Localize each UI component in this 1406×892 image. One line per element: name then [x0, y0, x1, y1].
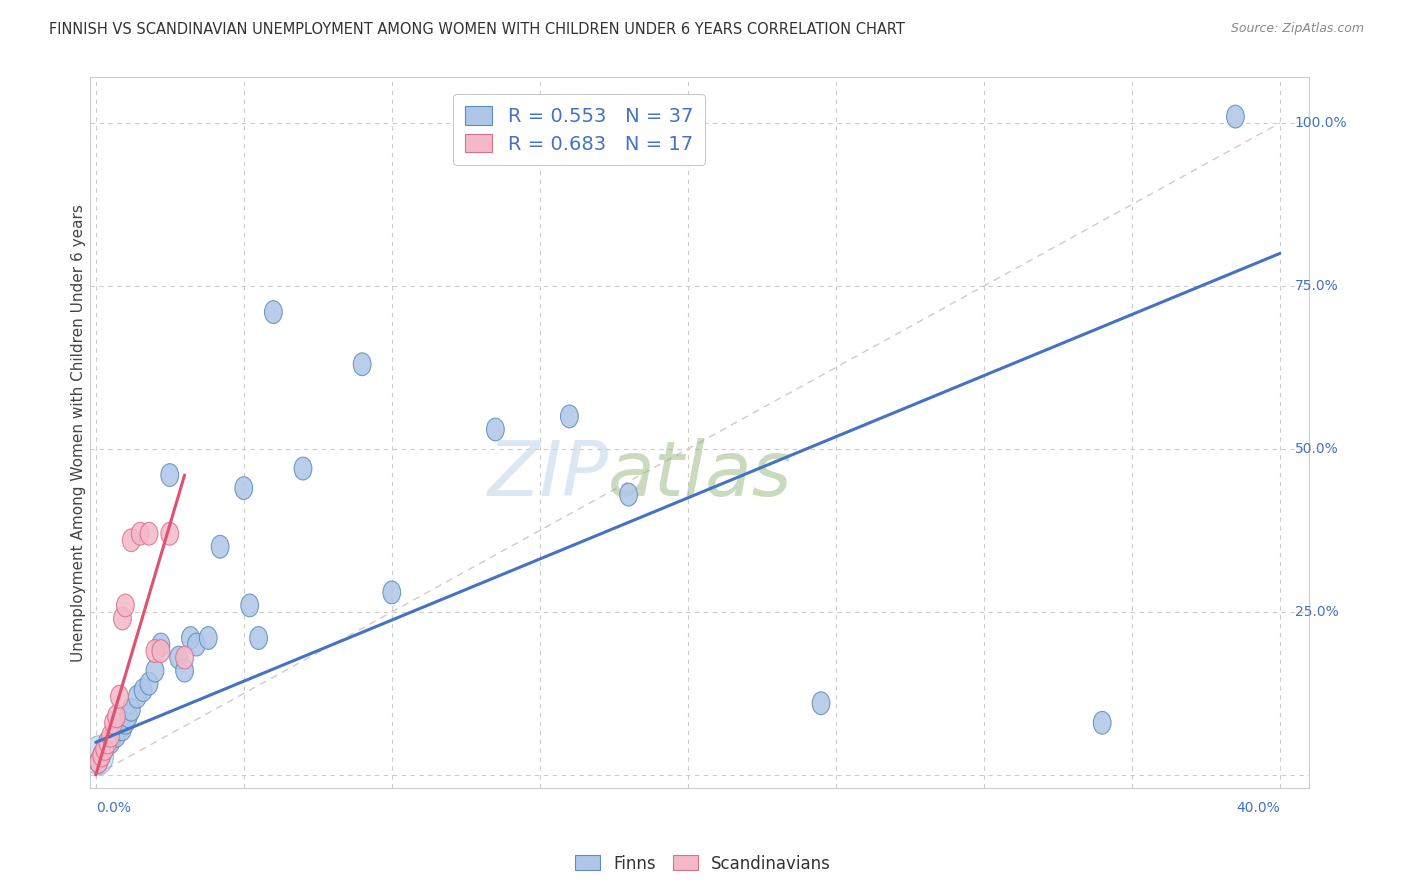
- Text: 50.0%: 50.0%: [1295, 442, 1339, 456]
- Ellipse shape: [152, 640, 170, 663]
- Ellipse shape: [114, 718, 131, 740]
- Ellipse shape: [90, 750, 108, 773]
- Ellipse shape: [104, 711, 122, 734]
- Ellipse shape: [131, 523, 149, 545]
- Ellipse shape: [117, 711, 134, 734]
- Ellipse shape: [141, 673, 157, 695]
- Ellipse shape: [93, 744, 111, 767]
- Ellipse shape: [90, 750, 108, 773]
- Ellipse shape: [146, 659, 165, 682]
- Ellipse shape: [108, 724, 125, 747]
- Ellipse shape: [181, 626, 200, 649]
- Ellipse shape: [111, 685, 128, 708]
- Ellipse shape: [264, 301, 283, 324]
- Ellipse shape: [294, 457, 312, 480]
- Ellipse shape: [93, 744, 111, 767]
- Ellipse shape: [98, 731, 117, 754]
- Ellipse shape: [122, 529, 141, 551]
- Ellipse shape: [152, 633, 170, 656]
- Ellipse shape: [101, 724, 120, 747]
- Ellipse shape: [96, 738, 114, 760]
- Text: 40.0%: 40.0%: [1236, 801, 1279, 815]
- Ellipse shape: [98, 731, 117, 754]
- Y-axis label: Unemployment Among Women with Children Under 6 years: Unemployment Among Women with Children U…: [72, 203, 86, 662]
- Ellipse shape: [250, 626, 267, 649]
- Ellipse shape: [235, 476, 253, 500]
- Text: FINNISH VS SCANDINAVIAN UNEMPLOYMENT AMONG WOMEN WITH CHILDREN UNDER 6 YEARS COR: FINNISH VS SCANDINAVIAN UNEMPLOYMENT AMO…: [49, 22, 905, 37]
- Ellipse shape: [141, 523, 157, 545]
- Ellipse shape: [108, 705, 125, 728]
- Ellipse shape: [114, 607, 131, 630]
- Ellipse shape: [160, 464, 179, 486]
- Ellipse shape: [200, 626, 217, 649]
- Ellipse shape: [170, 646, 187, 669]
- Ellipse shape: [120, 705, 138, 728]
- Ellipse shape: [240, 594, 259, 617]
- Ellipse shape: [117, 594, 134, 617]
- Ellipse shape: [104, 724, 122, 747]
- Text: 75.0%: 75.0%: [1295, 279, 1339, 293]
- Text: atlas: atlas: [609, 438, 793, 512]
- Ellipse shape: [134, 679, 152, 702]
- Ellipse shape: [160, 523, 179, 545]
- Ellipse shape: [96, 738, 114, 760]
- Ellipse shape: [111, 718, 128, 740]
- Text: 0.0%: 0.0%: [96, 801, 131, 815]
- Ellipse shape: [176, 659, 194, 682]
- Ellipse shape: [128, 685, 146, 708]
- Ellipse shape: [620, 483, 637, 506]
- Ellipse shape: [211, 535, 229, 558]
- Ellipse shape: [813, 692, 830, 714]
- Text: 100.0%: 100.0%: [1295, 116, 1347, 130]
- Ellipse shape: [486, 418, 505, 441]
- Ellipse shape: [382, 581, 401, 604]
- Legend: R = 0.553   N = 37, R = 0.683   N = 17: R = 0.553 N = 37, R = 0.683 N = 17: [453, 95, 704, 165]
- Ellipse shape: [187, 633, 205, 656]
- Ellipse shape: [1226, 105, 1244, 128]
- Ellipse shape: [176, 646, 194, 669]
- Ellipse shape: [122, 698, 141, 721]
- Text: Source: ZipAtlas.com: Source: ZipAtlas.com: [1230, 22, 1364, 36]
- Ellipse shape: [146, 640, 165, 663]
- Ellipse shape: [561, 405, 578, 428]
- Text: ZIP: ZIP: [488, 438, 609, 512]
- Ellipse shape: [84, 736, 114, 775]
- Text: 25.0%: 25.0%: [1295, 605, 1339, 619]
- Legend: Finns, Scandinavians: Finns, Scandinavians: [568, 848, 838, 880]
- Ellipse shape: [101, 731, 120, 754]
- Ellipse shape: [353, 353, 371, 376]
- Ellipse shape: [1094, 711, 1111, 734]
